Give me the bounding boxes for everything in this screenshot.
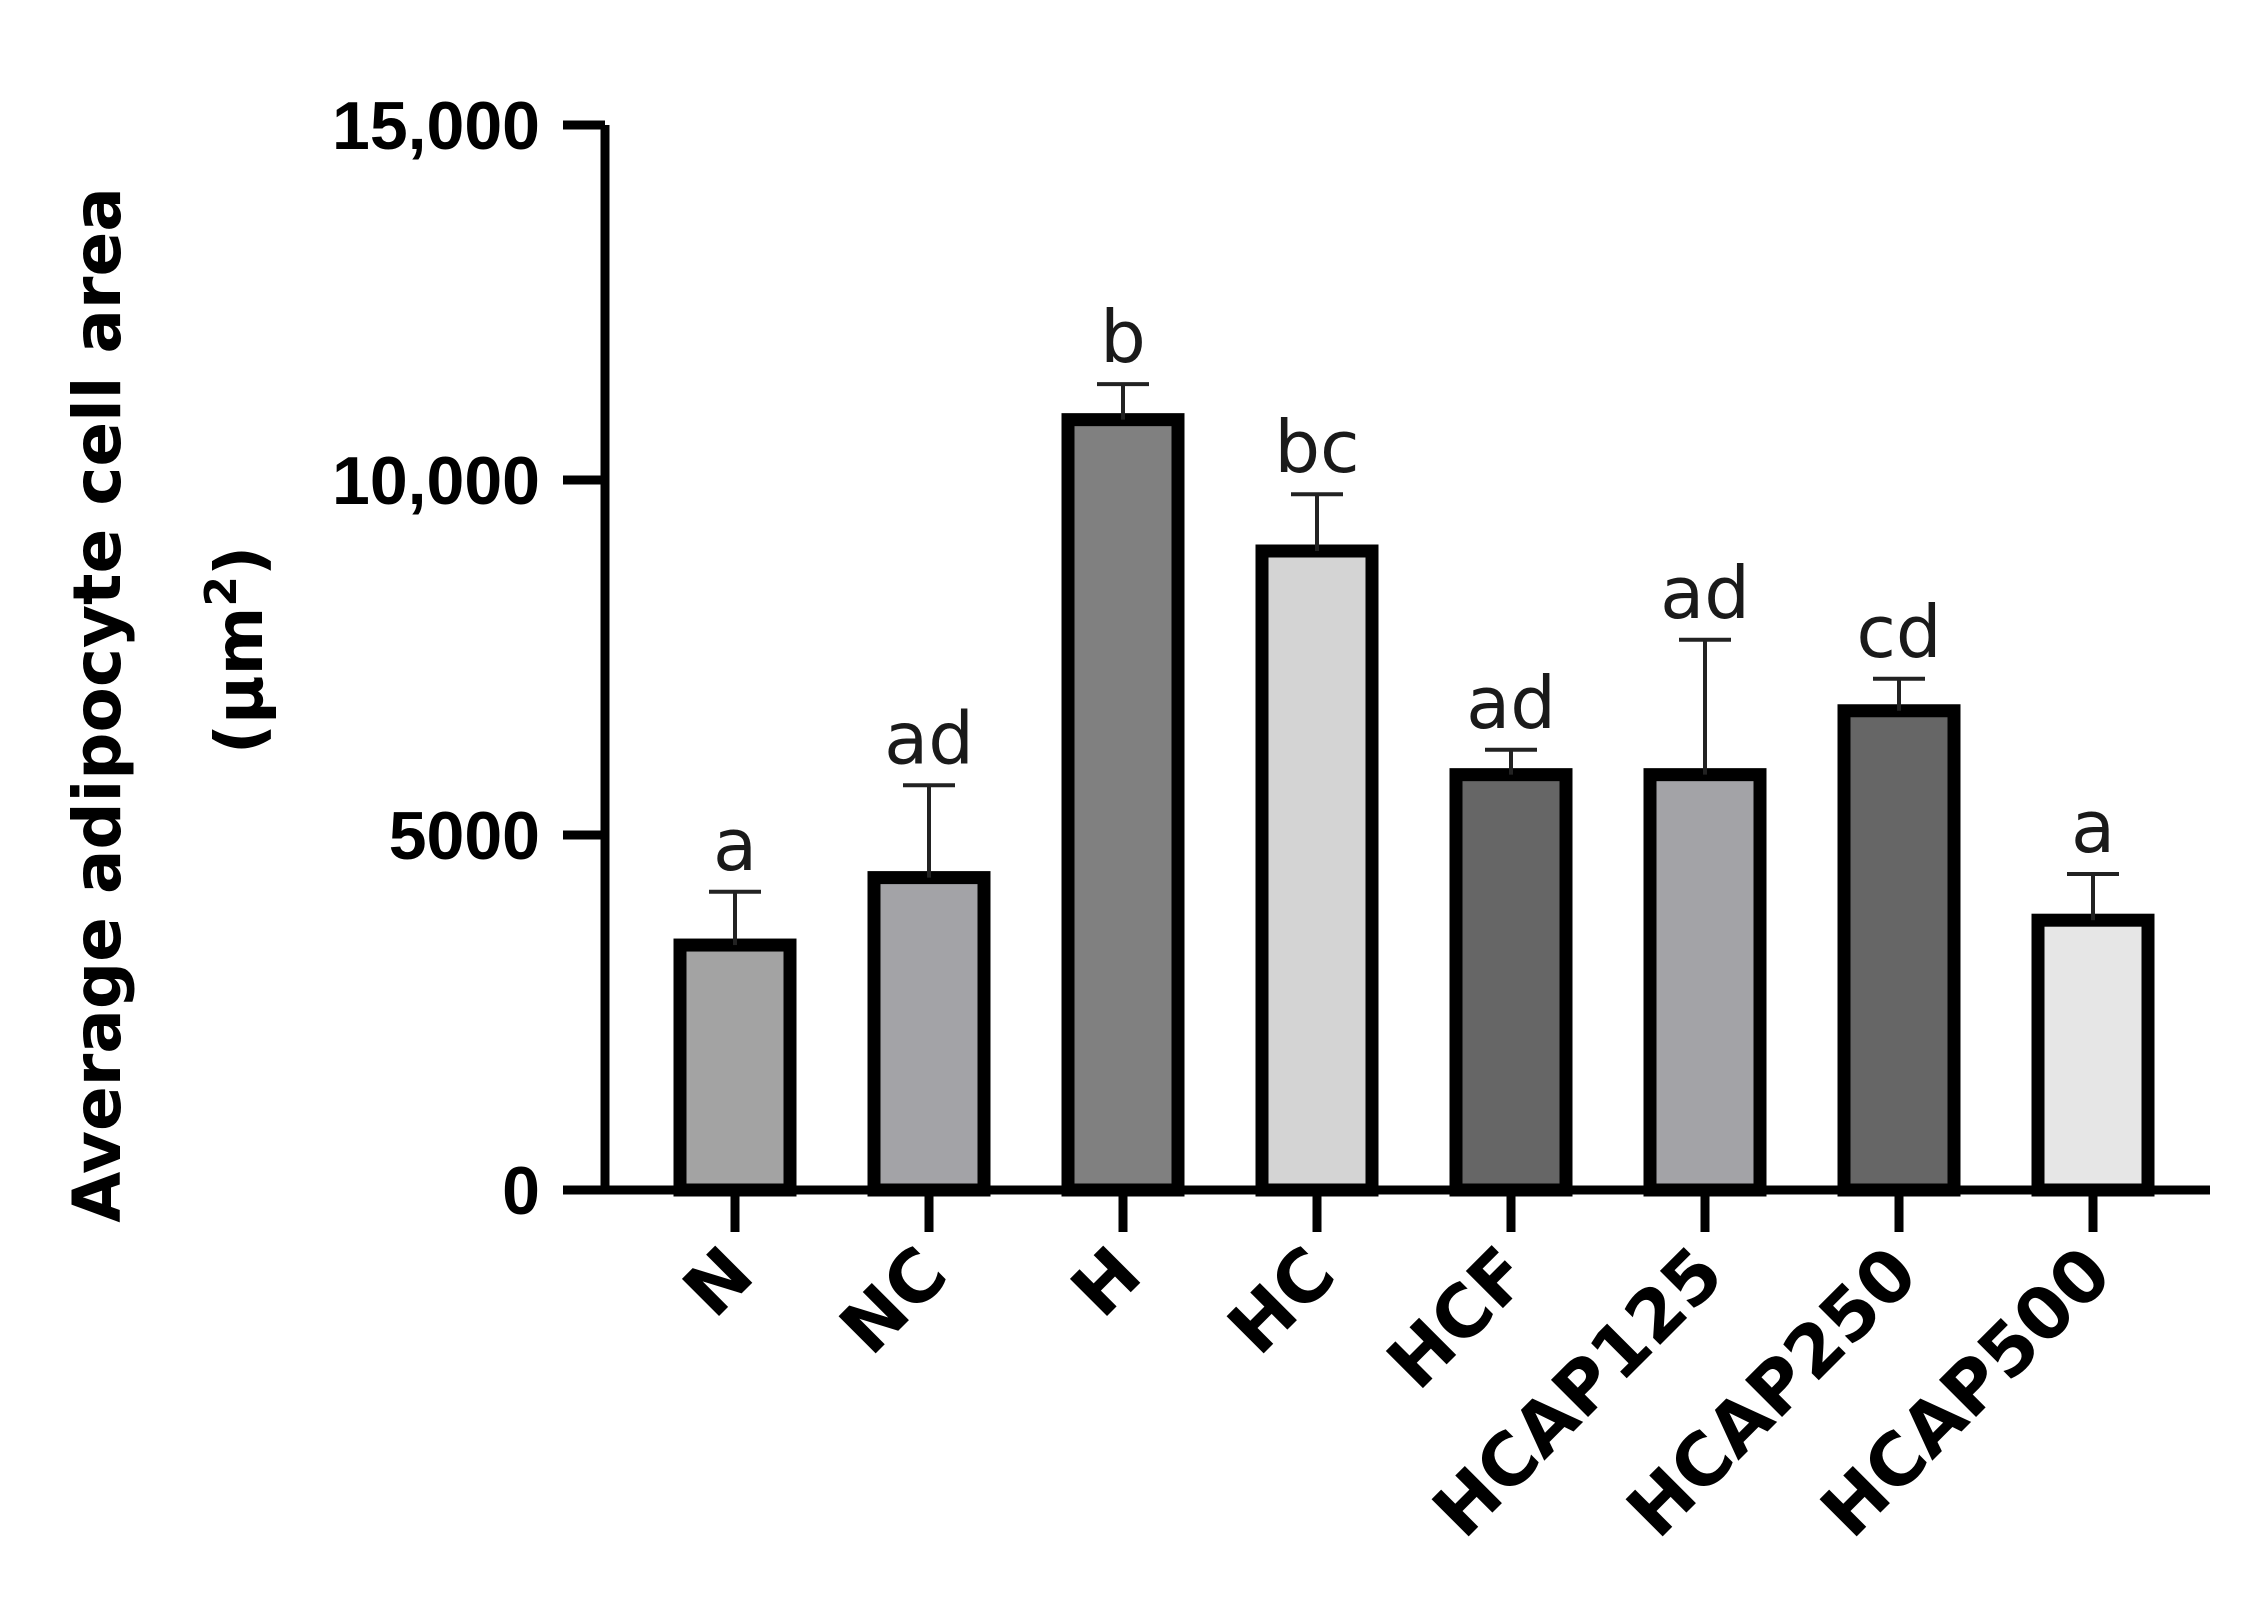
x-tick-label-NC: NC [824,1231,963,1370]
x-tick-label-HC: HC [1212,1231,1351,1370]
significance-label-HCAP125: ad [1660,551,1750,635]
axes-group [600,125,2210,1195]
significance-label-HC: bc [1274,405,1359,489]
y-tick-label: 0 [502,1153,540,1229]
significance-label-HCF: ad [1466,661,1556,745]
error-bars-group [709,382,2119,946]
y-axis-unit-close: ) [201,546,278,576]
y-ticks-group: 0 5000 10,000 15,000 [332,88,605,1229]
significance-label-N: a [713,803,757,887]
bar-HCF [1449,768,1573,1197]
significance-labels-group: a ad b bc ad ad cd a [713,295,2115,887]
significance-label-HCAP500: a [2071,785,2115,869]
y-axis-title: Average adipocyte cell area (µm2) [59,187,278,1223]
x-tick-label-N: N [667,1231,769,1333]
y-axis-unit-superscript: 2 [196,576,247,607]
y-tick-label: 5000 [389,798,540,874]
significance-label-H: b [1100,295,1146,379]
bar-HCAP500 [2031,913,2155,1197]
x-tick-label-HCF: HCF [1371,1231,1545,1405]
bar-HC [1255,544,1379,1197]
x-tick-label-H: H [1055,1231,1157,1333]
y-axis-title-line2: (µm2) [196,546,278,754]
significance-label-HCAP250: cd [1856,590,1941,674]
bar-H [1061,413,1185,1197]
bar-HCAP250 [1837,704,1961,1197]
bars-group [673,413,2155,1197]
y-axis-unit: (µm [201,607,278,755]
bar-NC [867,871,991,1197]
bar-N [673,938,797,1197]
bar-HCAP125 [1643,768,1767,1197]
y-tick-label: 15,000 [332,88,540,164]
significance-label-NC: ad [884,696,974,780]
y-axis-title-line1: Average adipocyte cell area [59,187,136,1223]
y-tick-label: 10,000 [332,443,540,519]
